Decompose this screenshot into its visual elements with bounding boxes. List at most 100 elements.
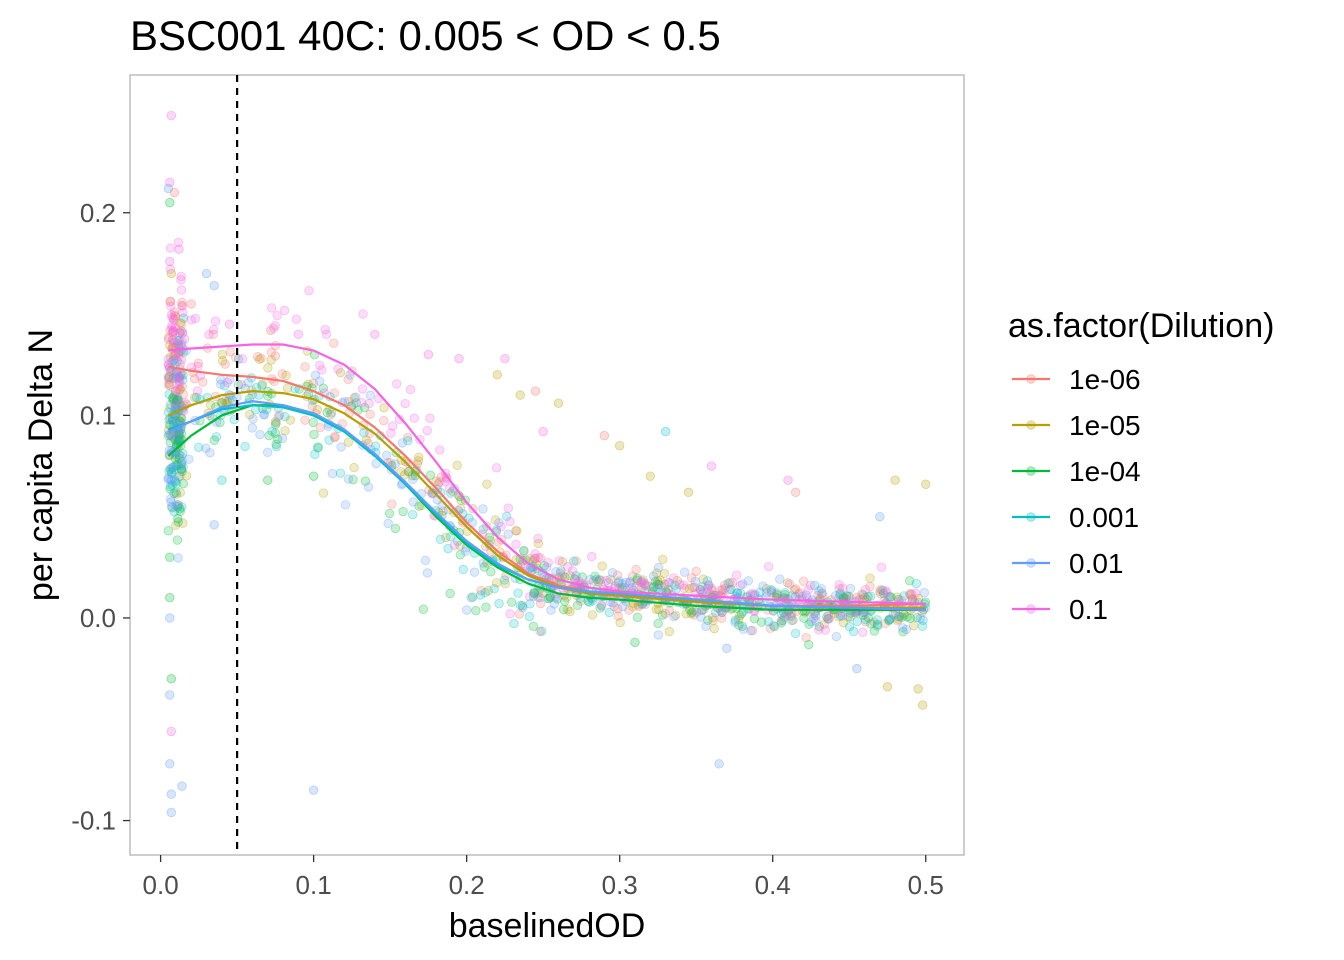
scatter-point [597,601,607,611]
scatter-point [163,473,174,483]
scatter-point [883,591,894,602]
scatter-point [364,398,374,409]
scatter-point [635,577,646,588]
scatter-point [217,475,227,485]
scatter-point [222,377,233,388]
scatter-point [535,553,546,563]
scatter-point [217,349,227,360]
scatter-point [333,364,343,374]
scatter-point [533,592,543,603]
scatter-point [174,328,184,338]
scatter-point [467,592,478,602]
scatter-point [747,625,758,636]
scatter-point [628,602,638,612]
scatter-point [664,578,674,588]
scatter-point [271,418,281,428]
scatter-point [209,435,219,445]
scatter-point [387,499,397,509]
scatter-point [529,588,539,598]
scatter-point [172,338,183,348]
legend-key-point [1026,512,1036,522]
scatter-point [168,314,179,324]
scatter-point [167,328,178,338]
scatter-point [458,564,468,575]
scatter-point [591,574,602,584]
scatter-point [659,568,670,579]
scatter-point [500,579,511,589]
scatter-point [817,588,827,598]
scatter-point [167,503,177,513]
scatter-point [174,372,185,382]
legend-key-point [1026,374,1036,384]
scatter-point [910,588,921,598]
smooth-line-0.1 [168,343,926,605]
scatter-point [911,578,922,589]
scatter-point [776,618,787,628]
scatter-point [176,464,186,474]
legend-label: 1e-06 [1069,364,1141,395]
scatter-point [174,380,184,391]
scatter-point [330,432,340,443]
scatter-point [361,435,371,445]
scatter-point [533,533,543,544]
scatter-point [168,416,178,426]
scatter-point [345,370,355,380]
scatter-point [335,367,346,378]
scatter-point [363,482,374,492]
scatter-point [169,372,179,382]
scatter-point [543,557,553,568]
scatter-point [767,586,777,596]
scatter-point [716,613,727,623]
scatter-point [171,487,181,498]
scatter-point [915,613,925,624]
x-axis-title: baselinedOD [449,907,646,945]
scatter-point [178,307,188,318]
scatter-point [169,395,179,405]
scatter-point [645,471,655,481]
scatter-point [174,435,184,445]
scatter-point [884,615,895,625]
scatter-point [434,477,445,487]
scatter-point [175,318,186,328]
scatter-point [175,385,185,395]
scatter-point [174,373,184,383]
scatter-point [669,611,679,622]
scatter-point [686,573,697,583]
scatter-point [530,553,540,564]
scatter-point [304,285,314,296]
scatter-point [340,500,351,510]
scatter-point [178,389,188,400]
scatter-point [172,499,183,510]
scatter-point [315,422,325,433]
scatter-point [599,430,610,441]
scatter-point [408,474,418,485]
scatter-point [270,417,281,427]
scatter-point [835,588,846,599]
scatter-point [865,573,875,583]
scatter-point [607,568,618,578]
scatter-point [838,583,848,593]
scatter-point [756,617,767,627]
scatter-point [166,807,177,818]
scatter-point [555,568,566,578]
scatter-point [171,395,182,405]
scatter-point [885,614,896,624]
scatter-point [471,605,481,616]
scatter-point [172,535,183,545]
scatter-point [489,584,499,594]
scatter-point [394,414,405,425]
scatter-point [529,588,540,598]
scatter-point [482,479,492,489]
scatter-point [852,616,862,627]
scatter-point [706,461,717,471]
scatter-point [403,466,414,477]
scatter-point [201,268,212,279]
scatter-point [835,610,846,621]
scatter-point [414,501,424,511]
scatter-point [518,602,528,613]
scatter-point [918,615,928,625]
scatter-point [449,540,460,550]
scatter-point [615,617,625,628]
scatter-point [168,335,178,345]
scatter-point [734,620,744,630]
